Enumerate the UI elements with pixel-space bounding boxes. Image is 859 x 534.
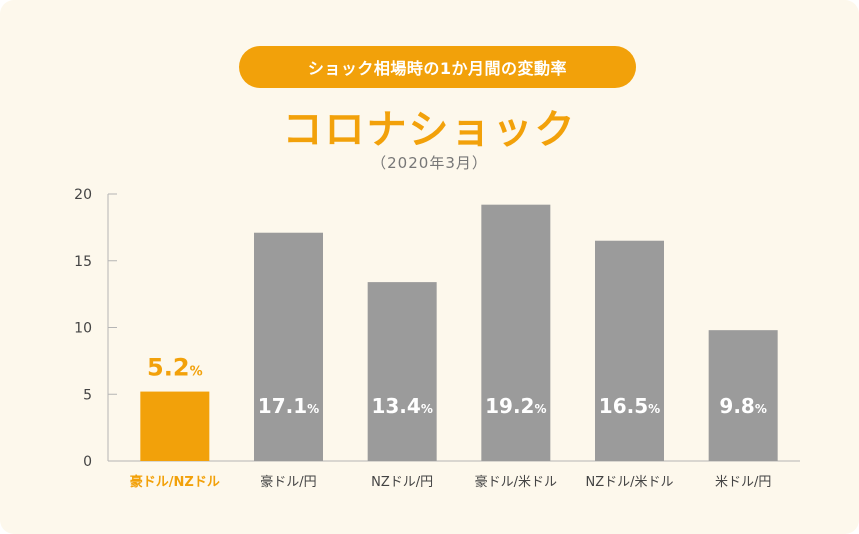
bar-value-unit: % xyxy=(534,402,546,416)
header-pill: ショック相場時の1か月間の変動率 xyxy=(239,46,636,88)
bar xyxy=(595,240,664,461)
bar xyxy=(367,282,437,461)
y-tick-label: 10 xyxy=(74,321,92,337)
bar-value-unit: % xyxy=(648,402,660,416)
bar xyxy=(481,204,551,461)
chart-subtitle: （2020年3月） xyxy=(371,154,488,172)
x-category-label: 豪ドル/米ドル xyxy=(475,474,557,490)
x-category-label: NZドル/米ドル xyxy=(585,475,673,490)
bar-value-unit: % xyxy=(421,402,433,416)
y-tick-label: 20 xyxy=(74,187,92,203)
y-tick-label: 5 xyxy=(83,387,92,403)
bar xyxy=(254,232,323,461)
bar xyxy=(140,391,210,461)
chart-title: コロナショック xyxy=(282,107,577,153)
x-category-label: 豪ドル/円 xyxy=(260,474,316,490)
bar xyxy=(708,330,778,461)
y-tick-label: 0 xyxy=(83,454,92,470)
bar-value-unit: % xyxy=(755,402,767,416)
x-category-label: NZドル/円 xyxy=(371,475,433,490)
y-tick-label: 15 xyxy=(74,254,92,270)
x-category-label: 米ドル/円 xyxy=(715,475,771,490)
bar-value-unit: % xyxy=(307,402,319,416)
bar-value-label: 5.2% xyxy=(147,354,203,382)
bar-value-unit: % xyxy=(190,365,203,380)
x-category-label: 豪ドル/NZドル xyxy=(130,474,220,490)
